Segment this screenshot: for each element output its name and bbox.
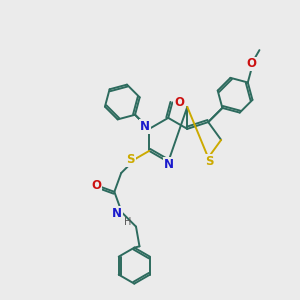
Text: H: H (124, 218, 131, 227)
Text: O: O (91, 178, 101, 191)
Text: S: S (205, 155, 214, 168)
Text: N: N (112, 207, 122, 220)
Text: N: N (140, 120, 150, 134)
Text: O: O (174, 96, 184, 109)
Text: N: N (164, 158, 174, 171)
Text: O: O (246, 58, 256, 70)
Text: S: S (126, 153, 135, 167)
